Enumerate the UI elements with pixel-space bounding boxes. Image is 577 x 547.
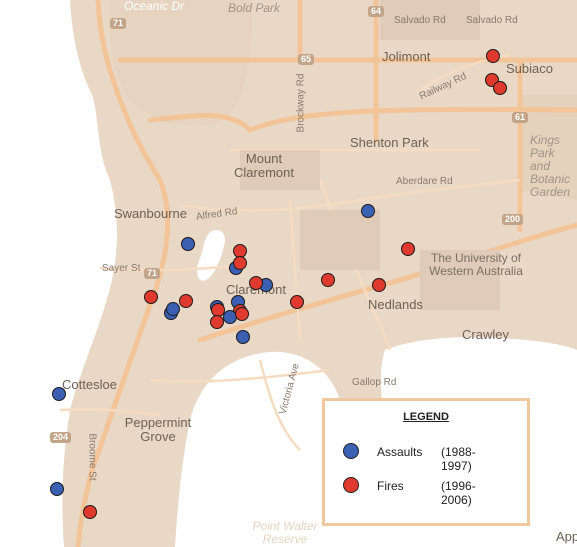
fire-marker[interactable] [372, 278, 386, 292]
fire-marker[interactable] [249, 276, 263, 290]
legend-assaults-dot [343, 443, 359, 459]
label-mount-claremont: Mount Claremont [234, 151, 294, 180]
label-cottesloe: Cottesloe [62, 377, 117, 392]
label-subiaco: Subiaco [506, 61, 553, 76]
legend-title: LEGEND [403, 411, 449, 423]
fire-marker[interactable] [493, 81, 507, 95]
label-university: The University of Western Australia [429, 251, 523, 278]
label-swanbourne: Swanbourne [114, 206, 187, 221]
label-sayer-st: Sayer St [102, 263, 141, 274]
label-brockway-rd: Brockway Rd [295, 73, 307, 133]
legend-fires-period: (1996-2006) [441, 479, 476, 507]
label-peppermint-grove: Peppermint Grove [124, 415, 192, 444]
label-broome-st: Broome St [86, 433, 98, 481]
route-shield-71-top: 71 [110, 18, 127, 29]
fire-marker[interactable] [290, 295, 304, 309]
label-oceanic-dr: Oceanic Dr [124, 0, 185, 13]
fire-marker[interactable] [486, 49, 500, 63]
route-shield-71-mid: 71 [144, 268, 161, 279]
label-shenton-park: Shenton Park [350, 135, 429, 150]
assault-marker[interactable] [166, 302, 180, 316]
label-app: App [556, 529, 577, 544]
assault-marker[interactable] [236, 330, 250, 344]
assault-marker[interactable] [181, 237, 195, 251]
assault-marker[interactable] [52, 387, 66, 401]
assault-marker[interactable] [361, 204, 375, 218]
label-crawley: Crawley [462, 327, 509, 342]
route-shield-65: 65 [298, 54, 315, 65]
label-aberdare-rd: Aberdare Rd [396, 176, 453, 187]
legend: LEGEND Assaults (1988-1997) Fires (1996-… [322, 398, 530, 526]
label-jolimont: Jolimont [382, 49, 431, 64]
label-bold-park: Bold Park [228, 1, 281, 15]
fire-marker[interactable] [401, 242, 415, 256]
fire-marker[interactable] [144, 290, 158, 304]
legend-assaults-period: (1988-1997) [441, 445, 476, 473]
fire-marker[interactable] [321, 273, 335, 287]
label-salvado-rd-2: Salvado Rd [466, 15, 518, 26]
fire-marker[interactable] [210, 315, 224, 329]
label-gallop-rd: Gallop Rd [352, 377, 397, 388]
legend-fires-label: Fires [377, 479, 404, 493]
route-shield-61: 61 [512, 112, 529, 123]
legend-fires-dot [343, 477, 359, 493]
fire-marker[interactable] [179, 294, 193, 308]
label-point-walter: Point Walter Reserve [252, 519, 318, 546]
legend-assaults-label: Assaults [377, 445, 423, 459]
fire-marker[interactable] [83, 505, 97, 519]
route-shield-64: 64 [368, 6, 385, 17]
route-shield-204: 204 [50, 432, 72, 443]
label-kings-park: Kings Park and Botanic Garden [530, 133, 571, 199]
label-salvado-rd-1: Salvado Rd [394, 15, 446, 26]
route-shield-200: 200 [502, 214, 524, 225]
fire-marker[interactable] [233, 256, 247, 270]
label-nedlands: Nedlands [368, 297, 423, 312]
assault-marker[interactable] [50, 482, 64, 496]
fire-marker[interactable] [235, 307, 249, 321]
